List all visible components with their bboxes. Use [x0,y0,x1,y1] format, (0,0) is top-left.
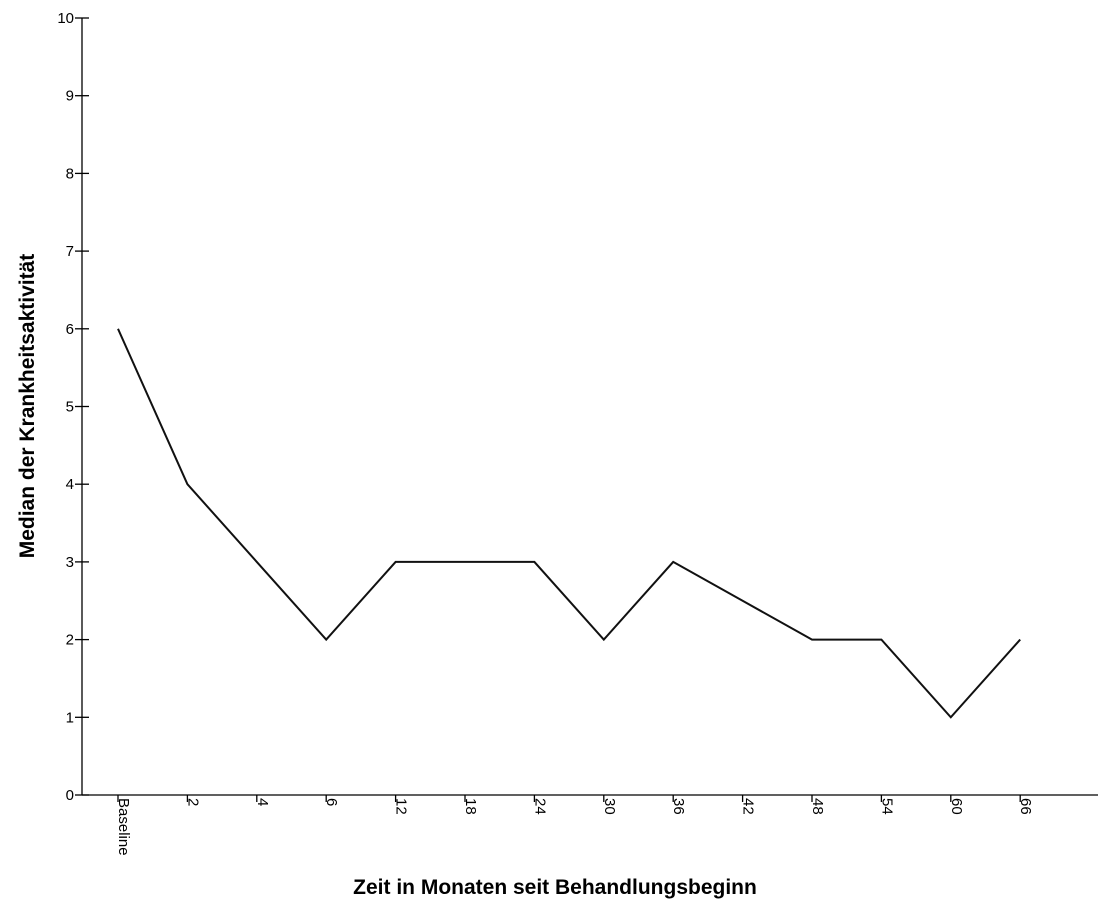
y-tick-label: 2 [66,632,74,649]
x-axis-title: Zeit in Monaten seit Behandlungsbeginn [353,876,757,899]
y-tick-label: 9 [66,88,74,105]
x-tick-label: 54 [878,798,895,815]
x-tick-label: Baseline [115,798,132,856]
y-tick-label: 6 [66,321,74,338]
y-axis-title: Median der Krankheitsaktivität [16,254,39,559]
y-axis-ticks: 0 1 2 3 4 5 6 7 8 9 10 [57,10,89,804]
x-tick-label: 48 [809,798,826,815]
x-tick-label: 12 [393,798,410,815]
x-tick-label: 6 [323,798,340,806]
y-tick-label: 10 [57,10,74,27]
x-tick-label: 60 [948,798,965,815]
x-tick-label: 24 [531,798,548,815]
y-tick-label: 4 [66,476,74,493]
x-tick-label: 42 [740,798,757,815]
x-tick-label: 30 [601,798,618,815]
y-tick-label: 5 [66,399,74,416]
x-tick-label: 66 [1017,798,1034,815]
series-line [117,328,1021,719]
x-tick-label: 36 [670,798,687,815]
x-axis-ticks: Baseline 2 4 6 12 18 24 30 36 42 48 54 60 66 [115,795,1034,856]
y-tick-label: 8 [66,165,74,182]
y-tick-label: 1 [66,709,74,726]
x-tick-label: 2 [184,798,201,806]
x-tick-label: 4 [254,798,271,806]
y-tick-label: 3 [66,554,74,571]
y-tick-label: 7 [66,243,74,260]
y-tick-label: 0 [66,787,74,804]
x-tick-label: 18 [462,798,479,815]
